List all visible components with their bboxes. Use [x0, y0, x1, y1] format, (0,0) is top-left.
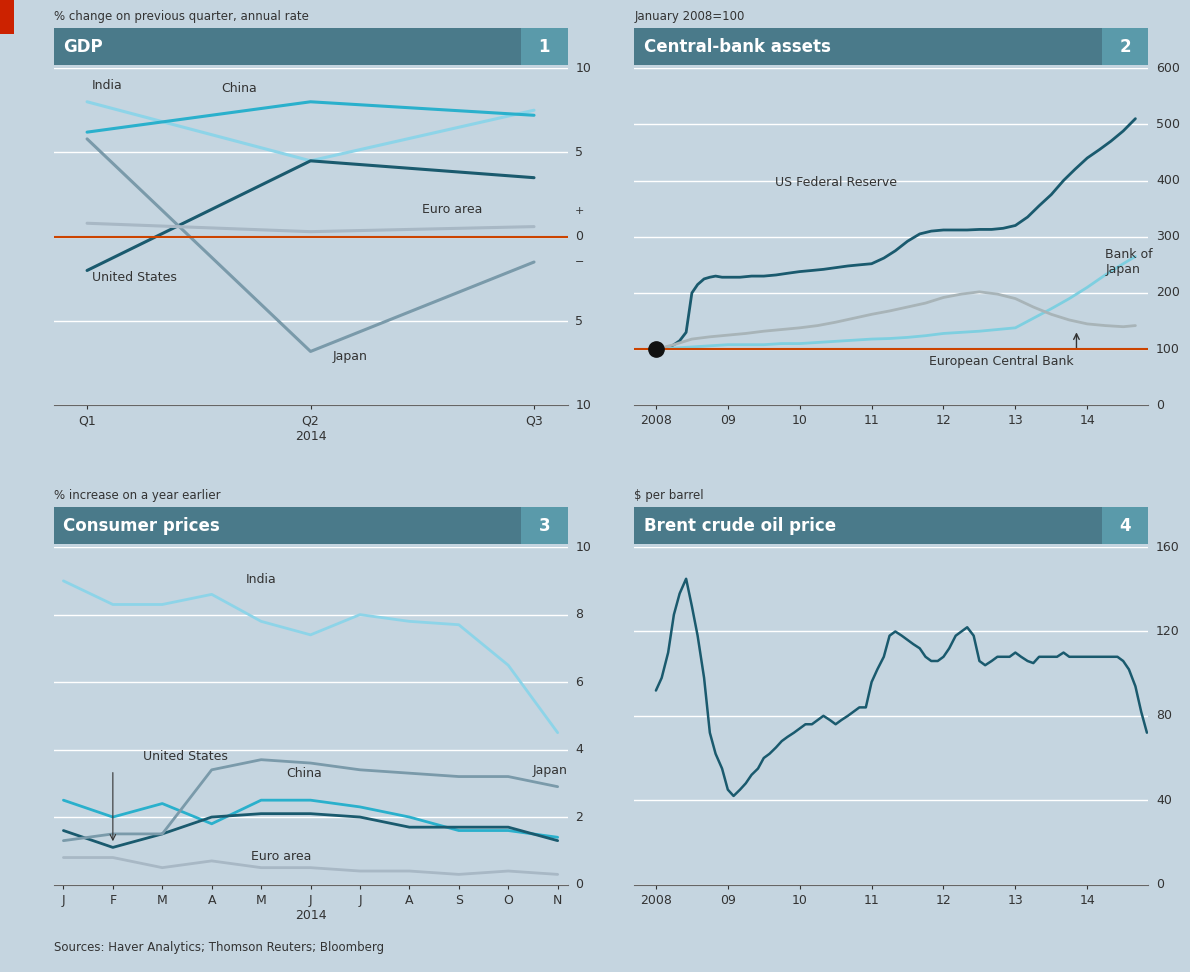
Text: Sources: Haver Analytics; Thomson Reuters; Bloomberg: Sources: Haver Analytics; Thomson Reuter… — [54, 941, 383, 955]
Text: $ per barrel: $ per barrel — [634, 490, 704, 503]
Text: 5: 5 — [575, 315, 583, 328]
Text: 8: 8 — [575, 608, 583, 621]
Text: January 2008=100: January 2008=100 — [634, 11, 745, 23]
Text: Consumer prices: Consumer prices — [63, 517, 220, 535]
Text: 160: 160 — [1155, 540, 1179, 554]
Text: 10: 10 — [575, 61, 591, 75]
Text: +: + — [575, 206, 584, 217]
Text: 200: 200 — [1155, 287, 1180, 299]
Text: 300: 300 — [1155, 230, 1180, 243]
Text: % increase on a year earlier: % increase on a year earlier — [54, 490, 220, 503]
Text: GDP: GDP — [63, 38, 102, 55]
Text: 100: 100 — [1155, 343, 1180, 356]
Text: 400: 400 — [1155, 174, 1180, 187]
Text: China: China — [221, 82, 257, 95]
Text: 120: 120 — [1155, 625, 1179, 638]
Text: Japan: Japan — [333, 350, 368, 364]
Text: 10: 10 — [575, 399, 591, 412]
Text: US Federal Reserve: US Federal Reserve — [775, 176, 896, 190]
Text: Japan: Japan — [533, 764, 568, 777]
Text: European Central Bank: European Central Bank — [928, 355, 1073, 368]
Text: 1: 1 — [539, 38, 550, 55]
Text: India: India — [246, 573, 276, 586]
Text: 0: 0 — [1155, 399, 1164, 412]
Text: % change on previous quarter, annual rate: % change on previous quarter, annual rat… — [54, 11, 308, 23]
Text: India: India — [92, 79, 123, 91]
Text: Central-bank assets: Central-bank assets — [644, 38, 831, 55]
Text: 6: 6 — [575, 676, 583, 688]
Text: 600: 600 — [1155, 61, 1180, 75]
Text: Euro area: Euro area — [422, 203, 483, 217]
Text: 3: 3 — [539, 517, 550, 535]
X-axis label: 2014: 2014 — [295, 910, 326, 922]
Text: 2: 2 — [575, 811, 583, 823]
Text: 5: 5 — [575, 146, 583, 158]
Text: Brent crude oil price: Brent crude oil price — [644, 517, 837, 535]
Text: 2: 2 — [1120, 38, 1130, 55]
Text: 80: 80 — [1155, 710, 1172, 722]
Text: United States: United States — [143, 750, 227, 763]
X-axis label: 2014: 2014 — [295, 431, 326, 443]
Text: 0: 0 — [575, 230, 583, 243]
Text: Euro area: Euro area — [251, 850, 312, 862]
Text: 0: 0 — [575, 878, 583, 891]
Text: United States: United States — [92, 271, 176, 284]
Text: China: China — [286, 767, 321, 780]
Text: Bank of
Japan: Bank of Japan — [1106, 248, 1153, 276]
Text: 0: 0 — [1155, 878, 1164, 891]
Text: 500: 500 — [1155, 118, 1180, 131]
Text: 4: 4 — [1120, 517, 1130, 535]
Text: 4: 4 — [575, 743, 583, 756]
Text: 40: 40 — [1155, 794, 1172, 807]
Text: −: − — [575, 257, 584, 267]
Text: 10: 10 — [575, 540, 591, 554]
